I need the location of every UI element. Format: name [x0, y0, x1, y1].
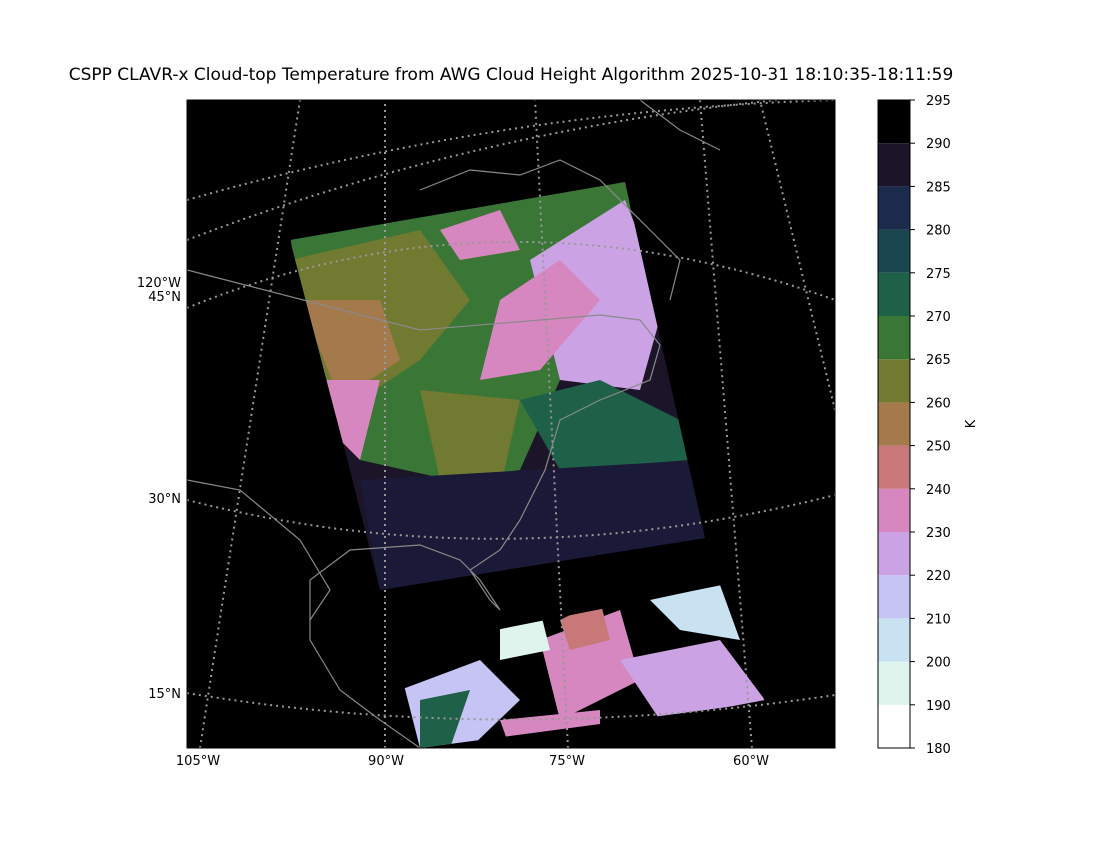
colorbar-tick-label: 290 — [926, 137, 951, 152]
colorbar-segment — [878, 402, 910, 446]
map — [187, 100, 835, 748]
colorbar-segment — [878, 272, 910, 316]
colorbar-tick-label: 210 — [926, 612, 951, 627]
colorbar-tick-label: 270 — [926, 310, 951, 325]
colorbar-segment — [878, 186, 910, 230]
map-frame — [186, 99, 836, 749]
colorbar-tick-label: 265 — [926, 353, 951, 368]
colorbar-segment — [878, 704, 910, 748]
colorbar-tick-label: 295 — [926, 94, 951, 109]
colorbar-segment — [878, 618, 910, 662]
colorbar-segment — [878, 143, 910, 187]
colorbar-segment — [878, 488, 910, 532]
lat-label: 45°N — [148, 290, 181, 305]
colorbar-tick-label: 180 — [926, 742, 951, 757]
colorbar-tick-label: 230 — [926, 526, 951, 541]
colorbar-tick-label: 260 — [926, 396, 951, 411]
colorbar-tick-label: 275 — [926, 267, 951, 282]
lat-label: 120°W — [137, 276, 181, 291]
colorbar-segment — [878, 100, 910, 144]
lat-label: 30°N — [148, 492, 181, 507]
colorbar-segment — [878, 661, 910, 705]
lon-label: 105°W — [176, 754, 220, 769]
lat-label: 15°N — [148, 687, 181, 702]
colorbar-segment — [878, 532, 910, 576]
colorbar-tick-label: 250 — [926, 440, 951, 455]
colorbar-tick-label: 285 — [926, 180, 951, 195]
lon-label: 75°W — [549, 754, 585, 769]
colorbar-segment — [878, 316, 910, 360]
colorbar-segment — [878, 575, 910, 619]
title: CSPP CLAVR-x Cloud-top Temperature from … — [69, 65, 954, 85]
lon-label: 60°W — [733, 754, 769, 769]
colorbar-tick-label: 280 — [926, 224, 951, 239]
colorbar-segment — [878, 229, 910, 273]
colorbar-segment — [878, 359, 910, 403]
colorbar-tick-label: 240 — [926, 483, 951, 498]
colorbar-tick-label: 200 — [926, 656, 951, 671]
colorbar-label: K — [964, 419, 979, 428]
colorbar-segment — [878, 445, 910, 489]
lon-label: 90°W — [368, 754, 404, 769]
colorbar-frame — [877, 99, 911, 749]
colorbar-tick-label: 190 — [926, 699, 951, 714]
colorbar-tick-label: 220 — [926, 569, 951, 584]
